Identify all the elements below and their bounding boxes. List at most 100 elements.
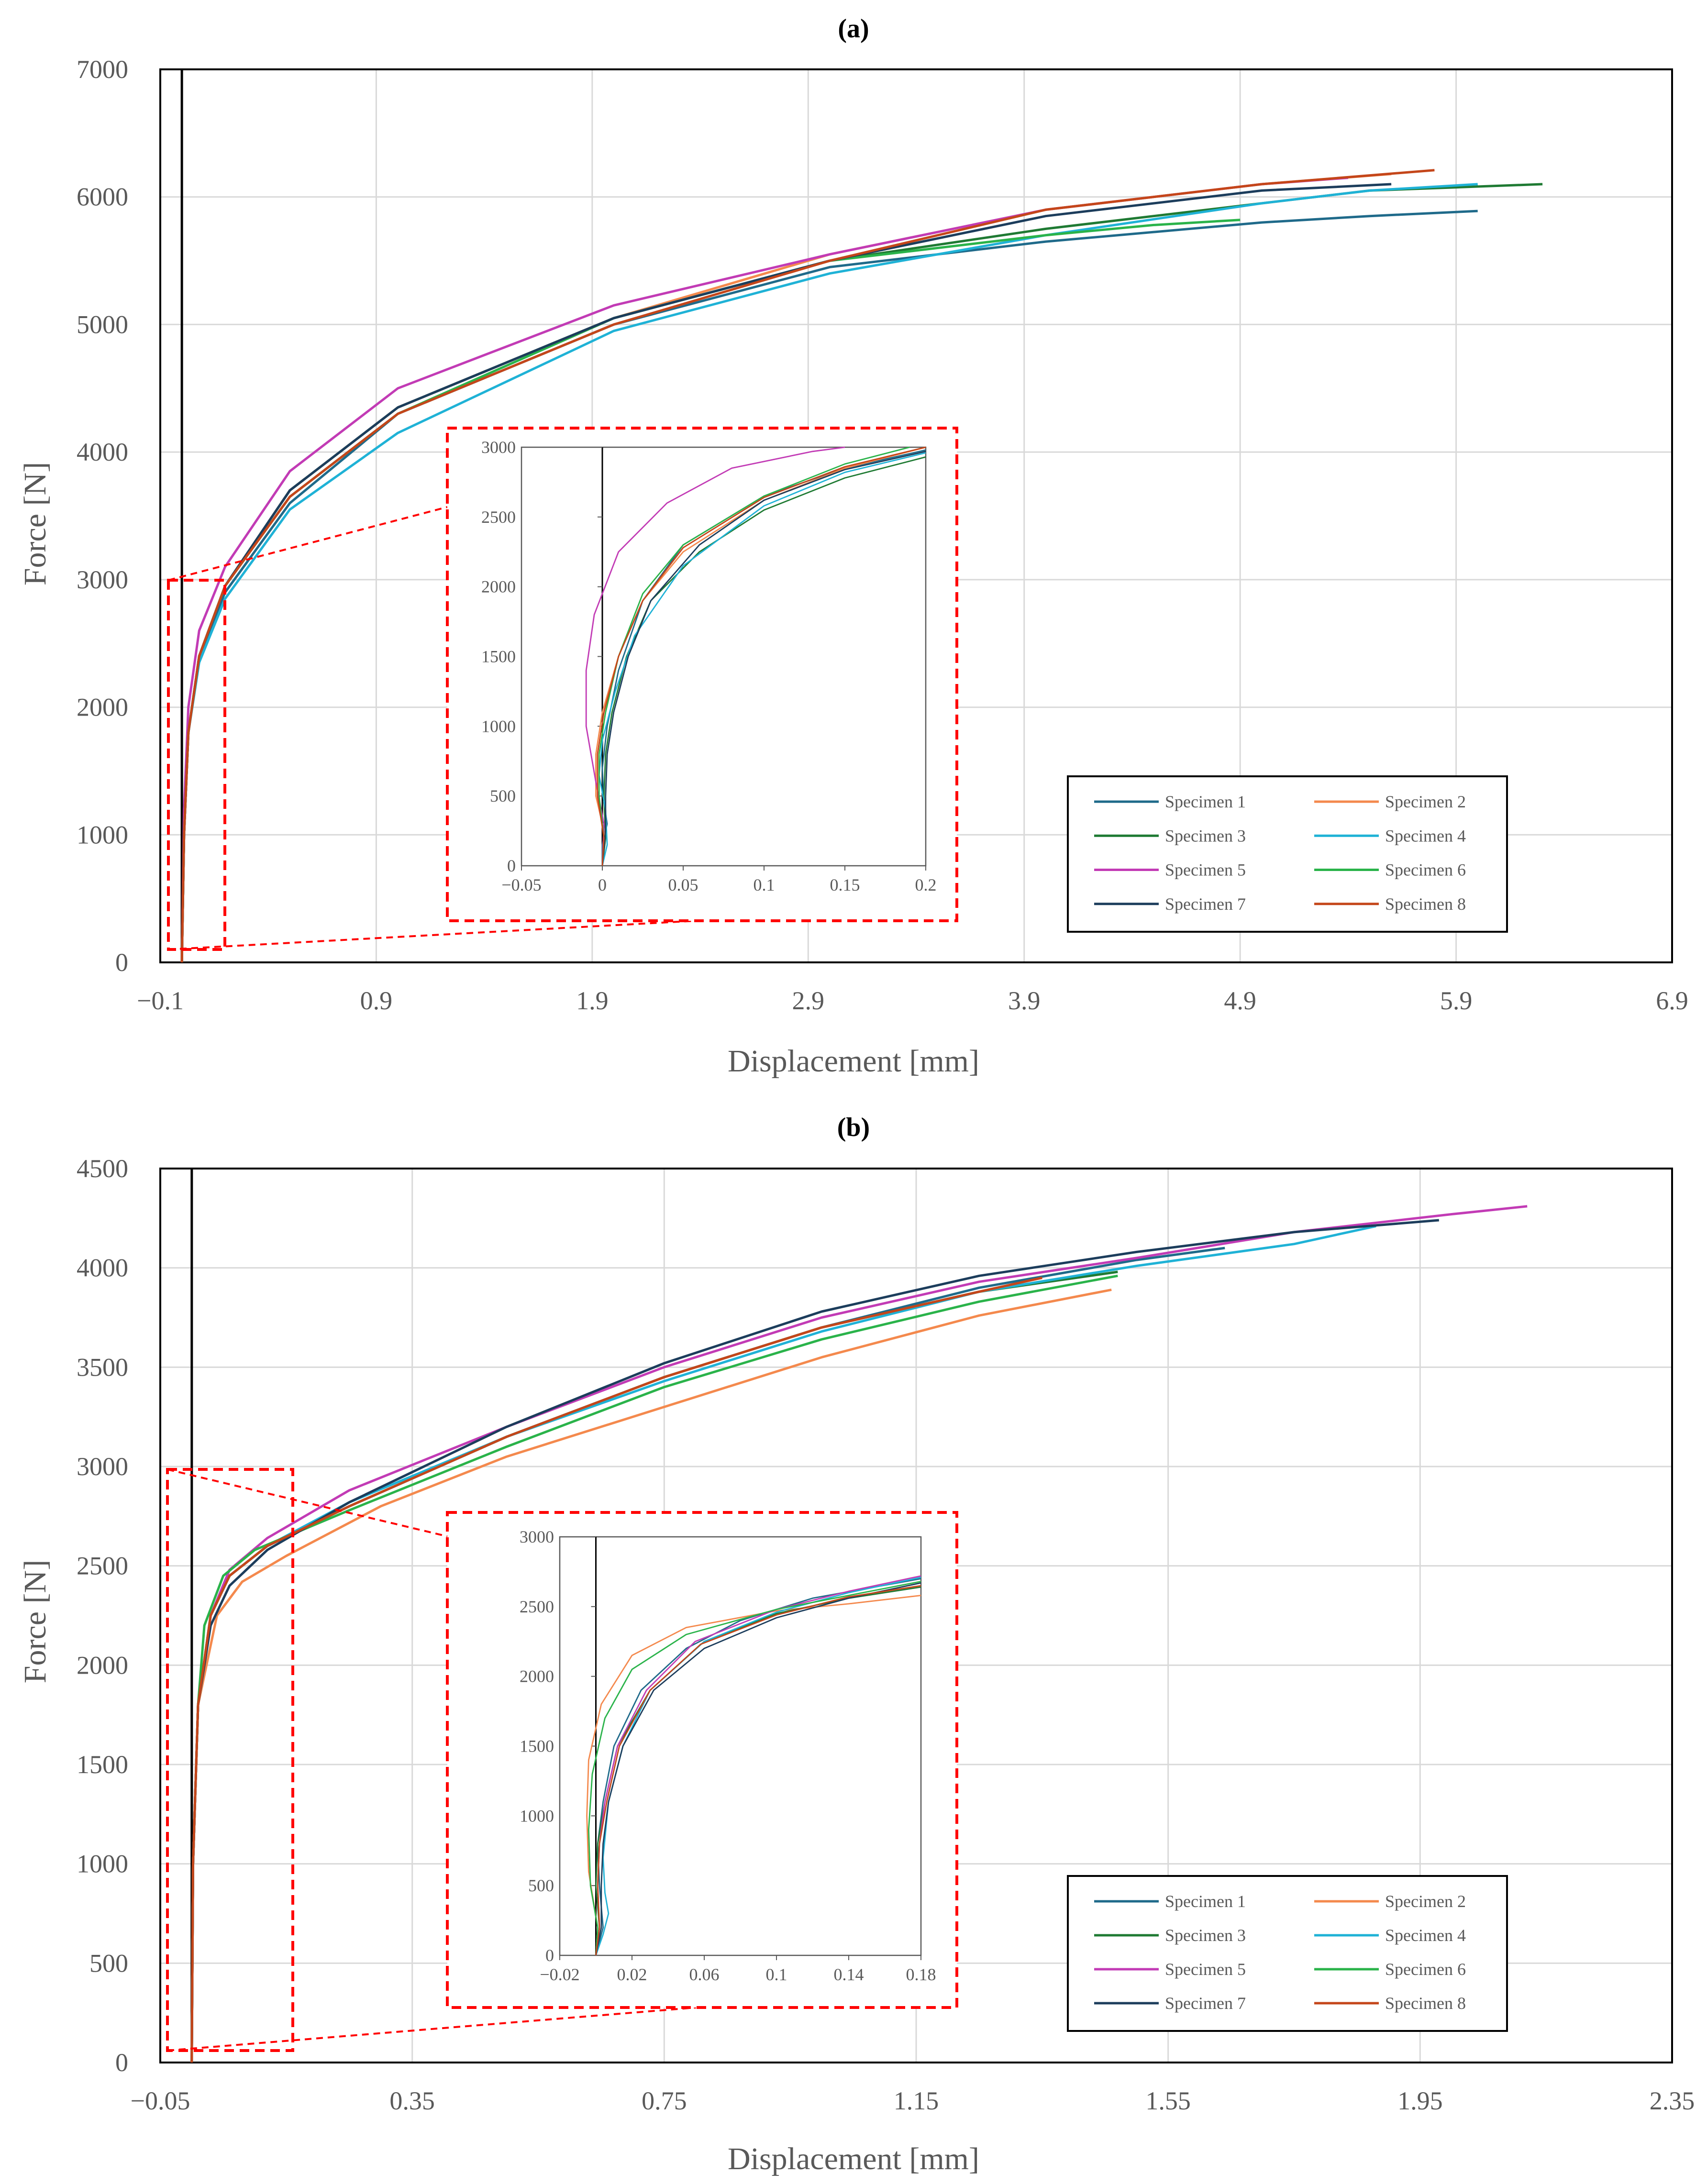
x-tick-label: 0.9 xyxy=(360,986,393,1015)
legend-label-specimen-2: Specimen 2 xyxy=(1385,792,1466,811)
legend-label-specimen-5: Specimen 5 xyxy=(1165,1960,1246,1979)
y-tick-label: 4000 xyxy=(77,438,128,466)
inset-series-line-specimen-3 xyxy=(601,456,926,866)
y-tick-label: 7000 xyxy=(77,55,128,84)
zoom-connector-top xyxy=(167,1468,448,1537)
inset-y-tick-label: 500 xyxy=(490,786,516,805)
inset-y-tick-label: 3000 xyxy=(520,1527,554,1546)
inset-series-line-specimen-6 xyxy=(588,1580,921,1956)
inset-x-tick-label: 0.02 xyxy=(617,1965,647,1984)
x-tick-label: 0.75 xyxy=(642,2086,687,2115)
series-line-specimen-8 xyxy=(190,1276,1042,2063)
series-line-specimen-8 xyxy=(180,169,1435,963)
panel-a-ylabel: Force [N] xyxy=(18,462,53,585)
plot-frame xyxy=(159,68,1673,963)
legend-label-specimen-6: Specimen 6 xyxy=(1385,1960,1466,1979)
x-tick-label: 1.15 xyxy=(894,2086,939,2115)
zoom-connector-top xyxy=(168,506,448,581)
panel-b-series xyxy=(190,1205,1528,2063)
legend-label-specimen-5: Specimen 5 xyxy=(1165,860,1246,880)
inset-y-tick-label: 2500 xyxy=(520,1597,554,1616)
y-tick-label: 500 xyxy=(89,1949,128,1977)
y-tick-label: 3000 xyxy=(77,565,128,594)
panel-b-zoom-indicator xyxy=(166,1468,697,2052)
legend-label-specimen-6: Specimen 6 xyxy=(1385,860,1466,880)
inset-y-tick-label: 1000 xyxy=(481,717,516,736)
panel-b-legend: Specimen 1 Specimen 2 Specimen 3 Specimen 4… xyxy=(1067,1875,1508,2032)
zoom-region-box xyxy=(167,579,226,951)
inset-x-tick-label: 0 xyxy=(598,875,607,894)
inset-series-line-specimen-7 xyxy=(601,451,926,866)
y-tick-label: 3000 xyxy=(77,1452,128,1481)
panel-a-series xyxy=(180,169,1543,963)
inset-x-tick-label: −0.05 xyxy=(501,875,541,894)
panel-a-axes: −0.1 0.9 1.9 2.9 3.9 4.9 5.9 6.9 0 1000 2000 3000 40… xyxy=(77,55,1688,1015)
y-tick-label: 0 xyxy=(115,948,128,977)
x-tick-label: 4.9 xyxy=(1224,986,1256,1015)
inset-x-tick-label: 0.2 xyxy=(915,875,937,894)
legend-label-specimen-3: Specimen 3 xyxy=(1165,826,1246,845)
inset-y-tick-label: 1500 xyxy=(481,647,516,666)
legend-label-specimen-3: Specimen 3 xyxy=(1165,1926,1246,1945)
inset-y-tick-label: 2000 xyxy=(481,577,516,596)
inset-x-tick-label: 0.18 xyxy=(906,1965,936,1984)
y-tick-label: 2000 xyxy=(77,693,128,722)
panel-b-axes: −0.05 0.35 0.75 1.15 1.55 1.95 2.35 0 500 1000 150… xyxy=(77,1154,1695,2115)
x-tick-label: −0.05 xyxy=(131,2086,190,2115)
x-tick-label: 2.9 xyxy=(792,986,825,1015)
y-tick-label: 6000 xyxy=(77,183,128,211)
y-tick-label: 0 xyxy=(115,2048,128,2077)
panel-a-legend: Specimen 1 Specimen 2 Specimen 3 Specimen 4… xyxy=(1067,775,1508,933)
x-tick-label: 6.9 xyxy=(1656,986,1688,1015)
legend-label-specimen-1: Specimen 1 xyxy=(1165,1892,1246,1911)
panel-a-zoom-indicator xyxy=(167,506,697,951)
inset-x-tick-label: 0.1 xyxy=(754,875,775,894)
x-tick-label: 5.9 xyxy=(1440,986,1473,1015)
inset-y-tick-label: 2500 xyxy=(481,507,516,527)
panel-b-ylabel: Force [N] xyxy=(18,1560,53,1683)
inset-y-tick-label: 500 xyxy=(528,1876,554,1895)
y-tick-label: 5000 xyxy=(77,310,128,339)
legend-label-specimen-8: Specimen 8 xyxy=(1385,1994,1466,2013)
panel-b-title: (b) xyxy=(837,1113,870,1142)
zoom-connector-bottom xyxy=(168,920,697,950)
inset-y-tick-label: 1500 xyxy=(520,1737,554,1756)
legend-label-specimen-4: Specimen 4 xyxy=(1385,1926,1466,1945)
inset-series-line-specimen-8 xyxy=(597,446,926,866)
x-tick-label: 3.9 xyxy=(1008,986,1041,1015)
inset-x-tick-label: −0.02 xyxy=(540,1965,579,1984)
y-tick-label: 3500 xyxy=(77,1353,128,1381)
y-tick-label: 1500 xyxy=(77,1750,128,1779)
panel-b: (b) −0.05 0.35 0.75 1.15 1.55 1.95 2.35 0 500 100… xyxy=(18,1113,1695,2176)
inset-frame xyxy=(521,446,927,867)
inset-x-tick-label: 0.05 xyxy=(668,875,698,894)
x-tick-label: 1.9 xyxy=(576,986,609,1015)
x-tick-label: −0.1 xyxy=(137,986,184,1015)
inset-x-tick-label: 0.1 xyxy=(766,1965,787,1984)
zoom-region-box xyxy=(166,1468,294,2052)
zoom-connector-bottom xyxy=(167,2007,697,2052)
y-tick-label: 1000 xyxy=(77,820,128,849)
inset-x-tick-label: 0.15 xyxy=(830,875,860,894)
y-tick-label: 1000 xyxy=(77,1850,128,1878)
x-tick-label: 2.35 xyxy=(1650,2086,1695,2115)
inset-y-tick-label: 0 xyxy=(545,1946,554,1965)
panel-b-inset: −0.02 0.02 0.06 0.1 0.14 0.18 0 500 1000 1500 2000… xyxy=(446,1511,958,2009)
legend-label-specimen-1: Specimen 1 xyxy=(1165,792,1246,811)
legend-label-specimen-8: Specimen 8 xyxy=(1385,894,1466,914)
panel-a-title: (a) xyxy=(838,14,869,44)
panel-a-xlabel: Displacement [mm] xyxy=(728,1044,979,1079)
panel-a: (a) −0.1 0.9 1.9 2.9 3.9 4.9 5.9 6.9 0 1000 2000 30… xyxy=(18,14,1688,1079)
x-tick-label: 1.95 xyxy=(1397,2086,1443,2115)
x-tick-label: 1.55 xyxy=(1145,2086,1191,2115)
x-tick-label: 0.35 xyxy=(389,2086,435,2115)
panel-b-xlabel: Displacement [mm] xyxy=(728,2141,979,2176)
inset-x-tick-label: 0.06 xyxy=(689,1965,720,1984)
inset-y-tick-label: 3000 xyxy=(481,438,516,457)
legend-label-specimen-2: Specimen 2 xyxy=(1385,1892,1466,1911)
legend-label-specimen-7: Specimen 7 xyxy=(1165,1994,1246,2013)
panel-a-inset: −0.05 0 0.05 0.1 0.15 0.205001000150020002500… xyxy=(446,427,958,922)
legend-label-specimen-7: Specimen 7 xyxy=(1165,894,1246,914)
inset-series-line-specimen-7 xyxy=(595,1582,921,1956)
